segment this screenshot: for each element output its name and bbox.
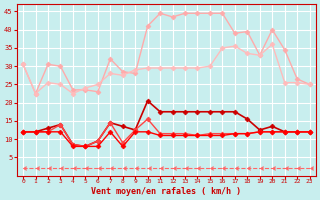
X-axis label: Vent moyen/en rafales ( km/h ): Vent moyen/en rafales ( km/h ) bbox=[91, 187, 241, 196]
